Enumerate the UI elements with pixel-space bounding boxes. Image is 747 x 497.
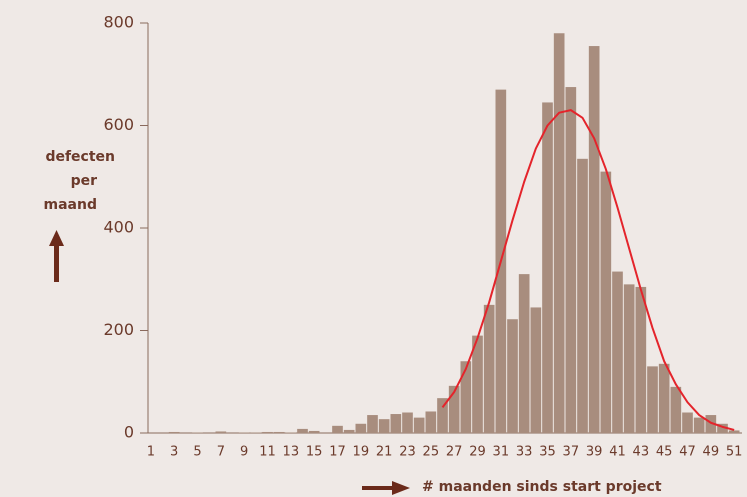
fit-curve bbox=[441, 109, 735, 431]
y-tick-label: 800 bbox=[103, 13, 134, 32]
bar bbox=[297, 428, 308, 433]
bar bbox=[250, 432, 262, 433]
x-tick-label: 3 bbox=[170, 445, 178, 460]
bar bbox=[670, 386, 682, 433]
bar bbox=[717, 423, 728, 433]
bar bbox=[507, 319, 518, 433]
x-label: # maanden sinds start project bbox=[422, 479, 662, 495]
bar bbox=[308, 430, 320, 433]
bar bbox=[332, 425, 343, 433]
x-tick-label: 43 bbox=[633, 445, 650, 460]
x-tick-label: 27 bbox=[446, 445, 463, 460]
x-tick-label: 37 bbox=[563, 445, 580, 460]
bar bbox=[658, 363, 670, 433]
bar bbox=[542, 102, 553, 433]
bar bbox=[623, 284, 635, 433]
bar bbox=[635, 286, 647, 433]
x-tick-label: 41 bbox=[609, 445, 626, 460]
bar bbox=[518, 274, 530, 433]
x-tick-label: 39 bbox=[586, 445, 603, 460]
bar bbox=[682, 412, 693, 433]
y-tick-label: 200 bbox=[103, 320, 134, 339]
x-tick-label: 15 bbox=[306, 445, 323, 460]
bar bbox=[285, 432, 297, 433]
bar bbox=[413, 417, 425, 433]
bar bbox=[343, 429, 355, 433]
bar bbox=[437, 398, 448, 433]
bar bbox=[553, 33, 565, 433]
bar bbox=[192, 432, 203, 433]
bar bbox=[577, 158, 588, 433]
x-tick-label: 7 bbox=[217, 445, 225, 460]
x-tick-label: 31 bbox=[493, 445, 510, 460]
bar bbox=[402, 412, 413, 433]
bar bbox=[728, 430, 740, 433]
bar bbox=[705, 415, 717, 433]
bar bbox=[588, 46, 600, 433]
bar bbox=[367, 415, 378, 433]
x-tick-label: 13 bbox=[283, 445, 300, 460]
bar bbox=[472, 335, 483, 433]
y-tick-label: 400 bbox=[103, 218, 134, 237]
x-arrow bbox=[362, 481, 410, 495]
x-tick-label: 47 bbox=[679, 445, 696, 460]
x-tick-label: 17 bbox=[329, 445, 346, 460]
x-tick-label: 29 bbox=[469, 445, 486, 460]
bar bbox=[600, 171, 612, 433]
bar bbox=[693, 417, 705, 433]
bar bbox=[530, 307, 542, 433]
bar bbox=[612, 271, 623, 433]
bar bbox=[168, 431, 180, 433]
x-tick-label: 45 bbox=[656, 445, 673, 460]
y-label: per bbox=[71, 173, 98, 189]
x-tick-label: 35 bbox=[539, 445, 556, 460]
x-tick-label: 33 bbox=[516, 445, 533, 460]
bar bbox=[355, 423, 367, 433]
y-tick-label: 0 bbox=[124, 423, 134, 442]
x-tick-label: 25 bbox=[423, 445, 440, 460]
bar bbox=[238, 432, 250, 433]
x-tick-label: 21 bbox=[376, 445, 393, 460]
bar bbox=[273, 431, 285, 433]
bar bbox=[483, 304, 495, 433]
y-label: defecten bbox=[45, 149, 115, 165]
bar bbox=[378, 419, 390, 433]
y-label: maand bbox=[44, 197, 97, 213]
bar bbox=[448, 385, 460, 433]
bar bbox=[425, 411, 437, 433]
x-tick-label: 19 bbox=[353, 445, 370, 460]
y-tick-label: 600 bbox=[103, 115, 134, 134]
bar bbox=[460, 361, 472, 433]
bar bbox=[262, 431, 273, 433]
x-tick-label: 51 bbox=[726, 445, 743, 460]
bar bbox=[565, 87, 577, 433]
bar bbox=[390, 414, 402, 433]
x-tick-label: 1 bbox=[147, 445, 155, 460]
x-tick-label: 9 bbox=[240, 445, 248, 460]
x-tick-label: 11 bbox=[259, 445, 276, 460]
bar bbox=[215, 431, 227, 433]
x-tick-label: 5 bbox=[193, 445, 201, 460]
y-arrow bbox=[49, 230, 64, 282]
x-tick-label: 23 bbox=[399, 445, 416, 460]
bar bbox=[647, 366, 658, 433]
x-tick-label: 49 bbox=[703, 445, 720, 460]
